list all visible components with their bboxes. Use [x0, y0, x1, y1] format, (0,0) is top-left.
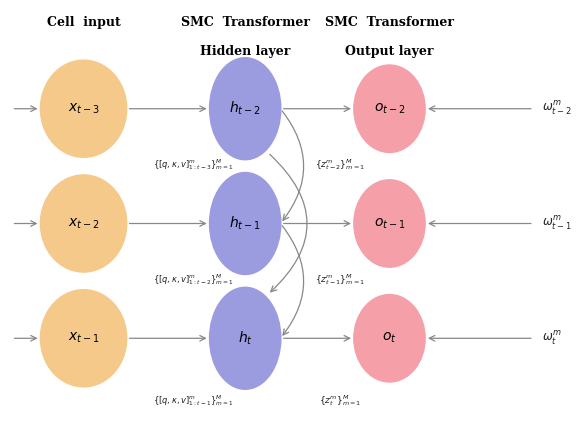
Text: $h_{t-2}$: $h_{t-2}$ — [229, 100, 261, 118]
Ellipse shape — [209, 173, 281, 274]
Text: $\{z_{t-1}^{m}\}_{m=1}^{M}$: $\{z_{t-1}^{m}\}_{m=1}^{M}$ — [315, 272, 366, 287]
Text: $x_{t-1}$: $x_{t-1}$ — [68, 331, 99, 346]
Text: SMC  Transformer: SMC Transformer — [325, 16, 454, 29]
Text: $\omega_t^{m}$: $\omega_t^{m}$ — [542, 329, 563, 347]
Text: $o_{t-2}$: $o_{t-2}$ — [374, 101, 405, 116]
Text: $\{z_t^{m}\}_{m=1}^{M}$: $\{z_t^{m}\}_{m=1}^{M}$ — [319, 392, 361, 408]
Text: $\{z_{t-2}^{m}\}_{m=1}^{M}$: $\{z_{t-2}^{m}\}_{m=1}^{M}$ — [315, 157, 366, 172]
Text: $\omega_{t-2}^{m}$: $\omega_{t-2}^{m}$ — [542, 100, 572, 118]
Text: $\omega_{t-1}^{m}$: $\omega_{t-1}^{m}$ — [542, 215, 572, 232]
Text: $\{[q,\kappa,v]_{1:t-2}^{m}\}_{m=1}^{M}$: $\{[q,\kappa,v]_{1:t-2}^{m}\}_{m=1}^{M}$ — [153, 272, 234, 287]
Text: $x_{t-2}$: $x_{t-2}$ — [68, 216, 99, 231]
Ellipse shape — [354, 180, 425, 267]
Ellipse shape — [40, 60, 127, 157]
Text: Output layer: Output layer — [345, 45, 434, 58]
Text: $\{[q,\kappa,v]_{1:t-1}^{m}\}_{m=1}^{M}$: $\{[q,\kappa,v]_{1:t-1}^{m}\}_{m=1}^{M}$ — [153, 392, 234, 408]
Text: $\{[q,\kappa,v]_{1:t-3}^{m}\}_{m=1}^{M}$: $\{[q,\kappa,v]_{1:t-3}^{m}\}_{m=1}^{M}$ — [153, 157, 234, 172]
Text: $h_t$: $h_t$ — [238, 329, 252, 347]
Ellipse shape — [209, 287, 281, 389]
Text: $h_{t-1}$: $h_{t-1}$ — [229, 215, 261, 232]
Text: Hidden layer: Hidden layer — [200, 45, 290, 58]
Text: $o_t$: $o_t$ — [382, 331, 397, 346]
Text: SMC  Transformer: SMC Transformer — [181, 16, 310, 29]
Ellipse shape — [354, 295, 425, 382]
Text: $x_{t-3}$: $x_{t-3}$ — [68, 101, 100, 116]
Text: $o_{t-1}$: $o_{t-1}$ — [374, 216, 405, 231]
Ellipse shape — [40, 175, 127, 272]
Ellipse shape — [209, 58, 281, 160]
Text: Cell  input: Cell input — [47, 16, 121, 29]
Ellipse shape — [40, 290, 127, 387]
Ellipse shape — [354, 65, 425, 152]
